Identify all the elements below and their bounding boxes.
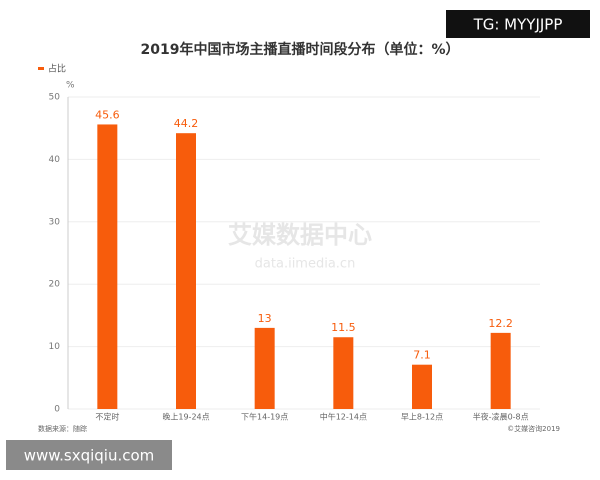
- y-tick-label: 10: [49, 342, 61, 352]
- y-tick-label: 0: [54, 405, 60, 415]
- y-tick-label: 50: [49, 93, 61, 103]
- y-tick-label: 20: [49, 280, 61, 290]
- source: 数据来源：随踪: [38, 424, 87, 433]
- y-tick-label: 40: [49, 155, 61, 165]
- x-tick-label: 晚上19-24点: [162, 412, 209, 422]
- x-tick-label: 半夜-凌晨0-8点: [473, 412, 529, 422]
- overlay-box: [446, 10, 590, 38]
- bar: [254, 327, 275, 409]
- x-tick-label: 不定时: [95, 412, 119, 422]
- value-label: 12.2: [488, 317, 513, 330]
- bar: [412, 364, 432, 409]
- value-label: 13: [258, 312, 272, 325]
- bar: [490, 332, 511, 409]
- copyright: ©艾媒咨询2019: [507, 424, 560, 433]
- x-tick-label: 早上8-12点: [401, 413, 443, 422]
- legend-swatch: [38, 67, 44, 70]
- value-label: 45.6: [95, 108, 120, 121]
- legend-label: 占比: [48, 63, 66, 75]
- bar: [97, 124, 118, 410]
- bar: [176, 133, 196, 409]
- value-label: 7.1: [413, 349, 431, 362]
- value-label: 44.2: [174, 117, 199, 130]
- x-tick-label: 下午14-19点: [241, 412, 288, 422]
- x-tick-label: 中午12-14点: [320, 412, 367, 422]
- value-label: 11.5: [331, 321, 356, 334]
- y-tick-label: 30: [49, 217, 61, 227]
- overlay-text: TG: MYYJJPP: [473, 16, 563, 34]
- overlay-text: www.sxqiqiu.com: [24, 447, 155, 465]
- bar: [333, 337, 354, 409]
- watermark: 艾媒数据中心: [228, 221, 372, 249]
- chart-title: 2019年中国市场主播直播时间段分布（单位：%）: [141, 41, 460, 58]
- overlay-box: [6, 440, 172, 470]
- watermark: data.iimedia.cn: [255, 257, 356, 272]
- y-unit: %: [66, 81, 75, 91]
